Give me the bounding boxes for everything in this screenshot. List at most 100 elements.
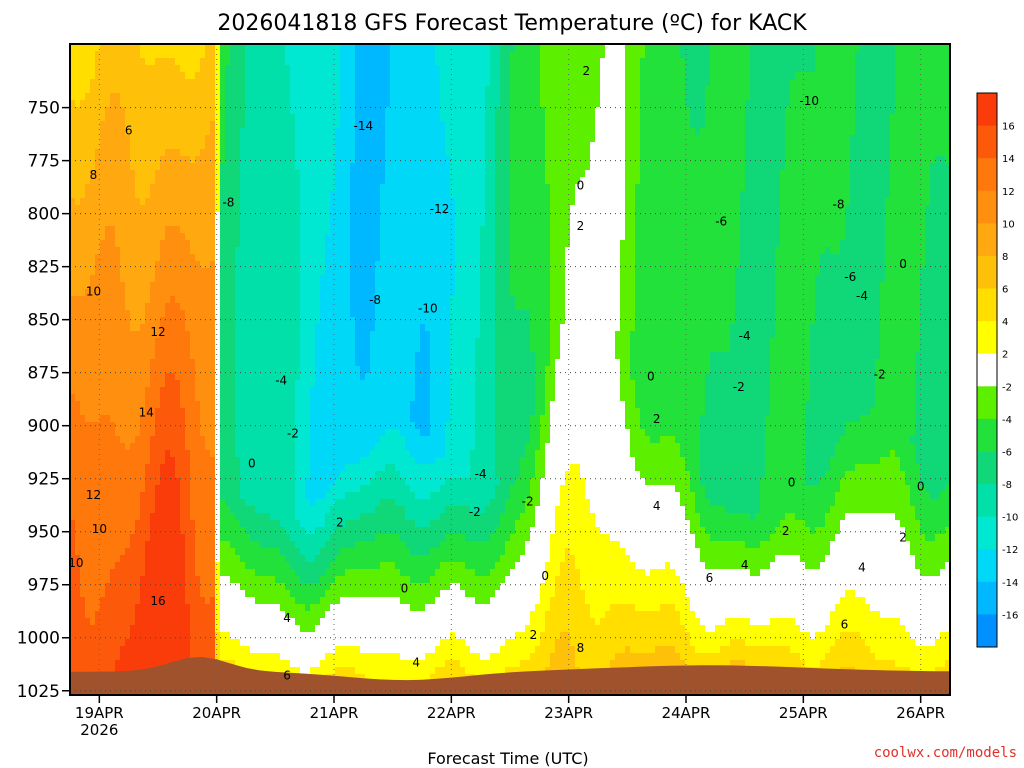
field-cell bbox=[150, 268, 156, 276]
field-cell bbox=[195, 65, 201, 73]
field-cell bbox=[250, 149, 256, 157]
field-cell bbox=[290, 86, 296, 94]
field-cell bbox=[285, 93, 291, 101]
field-cell bbox=[225, 289, 231, 297]
field-cell bbox=[260, 282, 266, 290]
field-cell bbox=[265, 219, 271, 227]
field-cell bbox=[70, 408, 76, 416]
field-cell bbox=[185, 387, 191, 395]
field-cell bbox=[160, 352, 166, 360]
field-cell bbox=[120, 506, 126, 514]
field-cell bbox=[85, 576, 91, 584]
field-cell bbox=[275, 380, 281, 388]
field-cell bbox=[110, 58, 116, 66]
field-cell bbox=[80, 205, 86, 213]
field-cell bbox=[115, 128, 121, 136]
field-cell bbox=[80, 289, 86, 297]
field-cell bbox=[255, 268, 261, 276]
field-cell bbox=[160, 233, 166, 241]
field-cell bbox=[95, 499, 101, 507]
field-cell bbox=[290, 499, 296, 507]
field-cell bbox=[245, 226, 251, 234]
field-cell bbox=[105, 261, 111, 269]
field-cell bbox=[305, 198, 311, 206]
field-cell bbox=[180, 310, 186, 318]
field-cell bbox=[300, 240, 306, 248]
field-cell bbox=[100, 135, 106, 143]
field-cell bbox=[140, 429, 146, 437]
field-cell bbox=[75, 464, 81, 472]
field-cell bbox=[95, 583, 101, 591]
field-cell bbox=[215, 653, 221, 661]
field-cell bbox=[285, 212, 291, 220]
field-cell bbox=[100, 555, 106, 563]
field-cell bbox=[120, 618, 126, 626]
field-cell bbox=[205, 611, 211, 619]
field-cell bbox=[210, 471, 216, 479]
field-cell bbox=[325, 492, 331, 500]
field-cell bbox=[100, 282, 106, 290]
field-cell bbox=[215, 541, 221, 549]
field-cell bbox=[255, 338, 261, 346]
field-cell bbox=[225, 443, 231, 451]
field-cell bbox=[110, 240, 116, 248]
field-cell bbox=[160, 121, 166, 129]
field-cell bbox=[130, 296, 136, 304]
field-cell bbox=[255, 639, 261, 647]
field-cell bbox=[285, 135, 291, 143]
field-cell bbox=[230, 555, 236, 563]
field-cell bbox=[325, 212, 331, 220]
field-cell bbox=[290, 443, 296, 451]
field-cell bbox=[105, 226, 111, 234]
field-cell bbox=[230, 646, 236, 654]
field-cell bbox=[190, 520, 196, 528]
field-cell bbox=[270, 72, 276, 80]
field-cell bbox=[135, 653, 141, 661]
field-cell bbox=[245, 513, 251, 521]
field-cell bbox=[320, 618, 326, 626]
field-cell bbox=[140, 632, 146, 640]
field-cell bbox=[150, 590, 156, 598]
field-cell bbox=[215, 44, 221, 52]
field-cell bbox=[245, 457, 251, 465]
field-cell bbox=[140, 611, 146, 619]
field-cell bbox=[290, 338, 296, 346]
field-cell bbox=[145, 555, 151, 563]
field-cell bbox=[275, 338, 281, 346]
field-cell bbox=[270, 275, 276, 283]
field-cell bbox=[160, 457, 166, 465]
field-cell bbox=[100, 576, 106, 584]
field-cell bbox=[230, 93, 236, 101]
field-cell bbox=[135, 205, 141, 213]
field-cell bbox=[215, 520, 221, 528]
field-cell bbox=[95, 485, 101, 493]
field-cell bbox=[95, 79, 101, 87]
field-cell bbox=[70, 331, 76, 339]
field-cell bbox=[335, 65, 341, 73]
field-cell bbox=[270, 261, 276, 269]
field-cell bbox=[115, 142, 121, 150]
field-cell bbox=[160, 632, 166, 640]
field-cell bbox=[100, 541, 106, 549]
field-cell bbox=[190, 492, 196, 500]
field-cell bbox=[135, 275, 141, 283]
field-cell bbox=[170, 576, 176, 584]
field-cell bbox=[230, 478, 236, 486]
field-cell bbox=[205, 114, 211, 122]
field-cell bbox=[225, 268, 231, 276]
field-cell bbox=[315, 618, 321, 626]
field-cell bbox=[240, 114, 246, 122]
field-cell bbox=[70, 401, 76, 409]
field-cell bbox=[125, 548, 131, 556]
field-cell bbox=[135, 429, 141, 437]
field-cell bbox=[120, 142, 126, 150]
field-cell bbox=[315, 79, 321, 87]
field-cell bbox=[120, 541, 126, 549]
field-cell bbox=[215, 107, 221, 115]
field-cell bbox=[245, 79, 251, 87]
field-cell bbox=[240, 408, 246, 416]
field-cell bbox=[260, 408, 266, 416]
field-cell bbox=[325, 65, 331, 73]
field-cell bbox=[305, 345, 311, 353]
field-cell bbox=[210, 646, 216, 654]
